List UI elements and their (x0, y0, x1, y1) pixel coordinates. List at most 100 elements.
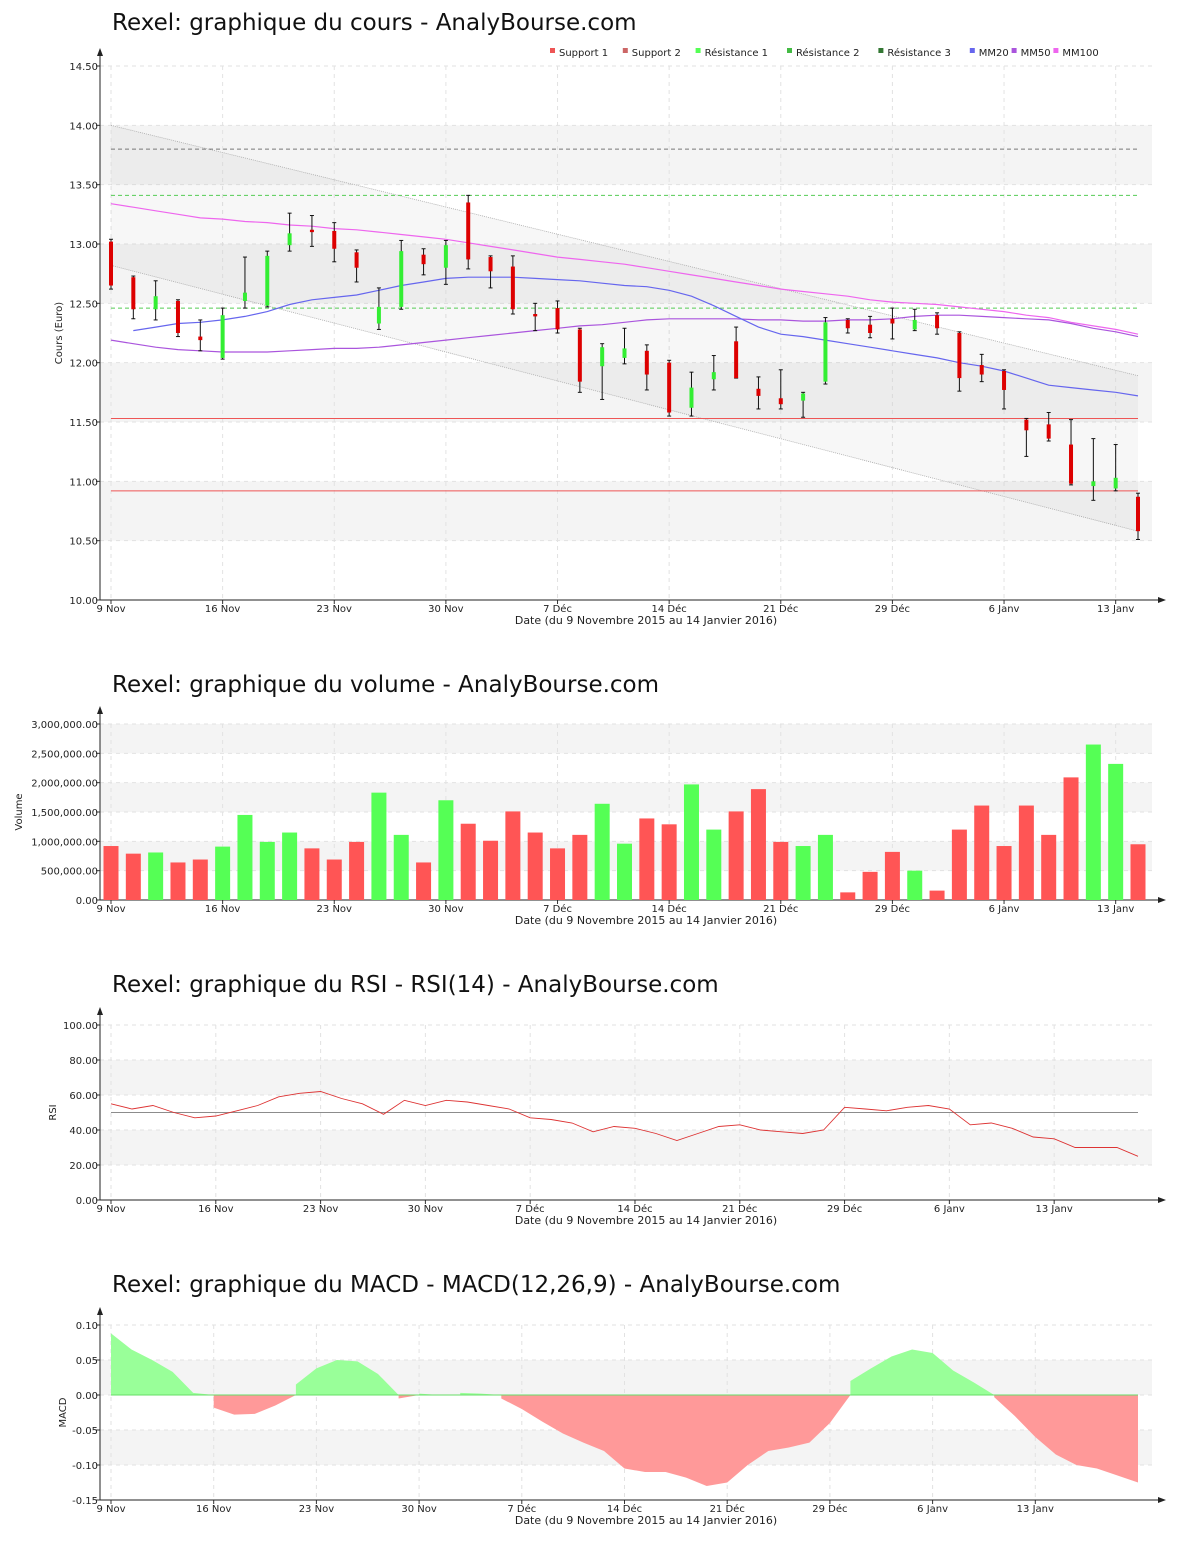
legend-swatch (550, 48, 555, 53)
candle-up (376, 306, 381, 324)
price-xtick-label: 9 Nov (96, 604, 125, 615)
price-ytick-label: 11.50 (69, 418, 98, 429)
legend-label: Résistance 2 (796, 47, 859, 59)
rsi-y-axis-arrow (97, 1007, 103, 1015)
rsi-x-axis-arrow (1158, 1197, 1166, 1203)
rsi-xtick-label: 29 Déc (827, 1203, 862, 1215)
volume-bar-up (371, 792, 387, 900)
candle-down (644, 350, 649, 375)
rsi-band (100, 1060, 1152, 1095)
candle-down (533, 314, 538, 317)
candle-down (131, 277, 136, 310)
macd-xtick-label: 9 Nov (96, 1504, 125, 1515)
rsi-ylabel: RSI (48, 1104, 59, 1120)
macd-negative-area (213, 1395, 1138, 1486)
candle-up (153, 296, 158, 310)
volume-bar-down (1018, 805, 1034, 900)
candle-up (287, 233, 292, 246)
candle-down (309, 229, 314, 233)
volume-bar-up (795, 846, 811, 900)
candle-down (1024, 419, 1029, 431)
price-ytick-label: 13.50 (69, 181, 98, 192)
candle-up (399, 251, 404, 307)
candle-down (667, 362, 672, 413)
candle-down (845, 319, 850, 329)
legend-swatch (1011, 48, 1017, 53)
rsi-ytick-label: 20.00 (69, 1161, 98, 1172)
legend-label: Résistance 3 (887, 47, 950, 59)
price-ytick-label: 10.00 (69, 596, 98, 607)
volume-bar-down (304, 848, 320, 900)
candle-down (868, 324, 873, 333)
volume-xtick-label: 9 Nov (96, 904, 125, 915)
volume-bar-up (237, 814, 253, 900)
candle-down (1069, 444, 1074, 484)
volume-xlabel: Date (du 9 Novembre 2015 au 14 Janvier 2… (515, 914, 777, 927)
volume-bar-down (505, 811, 521, 900)
volume-bar-up (817, 834, 833, 900)
price-ytick-label: 12.00 (69, 359, 98, 370)
rsi-xtick-label: 6 Janv (934, 1204, 965, 1215)
price-ytick-label: 14.00 (69, 121, 98, 132)
volume-bar-up (617, 843, 632, 900)
candle-down (175, 300, 180, 333)
volume-bar-up (594, 803, 610, 900)
volume-xtick-label: 13 Janv (1097, 904, 1134, 915)
macd-xtick-label: 21 Déc (710, 1503, 745, 1515)
volume-y-axis-arrow (97, 706, 103, 714)
volume-bar-down (884, 851, 900, 900)
price-ytick-label: 11.00 (69, 477, 98, 488)
price-xtick-label: 21 Déc (763, 603, 798, 615)
volume-bar-up (148, 852, 164, 900)
candle-up (443, 245, 448, 268)
candle-down (734, 341, 739, 379)
mm20-line (133, 276, 1139, 397)
candle-up (1113, 477, 1118, 489)
volume-bar-down (996, 846, 1012, 900)
volume-chart-title: Rexel: graphique du volume - AnalyBourse… (112, 672, 660, 698)
volume-ytick-label: 0.00 (76, 896, 98, 907)
volume-ytick-label: 2,500,000.00 (31, 749, 98, 760)
candle-down (198, 336, 203, 341)
legend-swatch (695, 48, 701, 53)
volume-bar-up (393, 834, 409, 900)
volume-bar-down (840, 892, 856, 900)
rsi-xtick-label: 14 Déc (617, 1203, 652, 1215)
volume-bar-up (438, 800, 454, 900)
legend-swatch (878, 48, 884, 53)
candle-up (242, 292, 247, 301)
volume-ytick-label: 1,000,000.00 (31, 837, 98, 848)
volume-xtick-label: 21 Déc (763, 903, 798, 915)
rsi-xtick-label: 30 Nov (408, 1204, 444, 1215)
candle-up (912, 319, 917, 330)
volume-bar-down (527, 832, 543, 900)
volume-ylabel: Volume (14, 793, 25, 830)
volume-bar-down (661, 824, 677, 900)
price-band (100, 362, 1152, 422)
price-y-axis-arrow (97, 48, 103, 56)
rsi-xtick-label: 9 Nov (96, 1204, 125, 1215)
candle-down (1046, 424, 1051, 439)
rsi-band (100, 1130, 1152, 1165)
legend-label: Support 2 (632, 48, 681, 59)
candle-up (600, 347, 605, 367)
candle-down (577, 329, 582, 382)
price-ytick-label: 14.50 (69, 62, 98, 73)
volume-xtick-label: 16 Nov (205, 904, 241, 915)
price-xtick-label: 29 Déc (875, 603, 910, 615)
volume-bar-down (125, 853, 141, 900)
rsi-ytick-label: 60.00 (69, 1091, 98, 1102)
candle-down (510, 266, 515, 310)
macd-ytick-label: -0.15 (72, 1496, 98, 1507)
macd-positive-area (111, 1333, 995, 1395)
volume-bar-down (1063, 777, 1079, 900)
candle-up (823, 322, 828, 382)
candle-down (979, 365, 984, 375)
volume-ytick-label: 1,500,000.00 (31, 808, 98, 819)
rsi-xtick-label: 23 Nov (303, 1204, 339, 1215)
volume-bar-down (483, 840, 499, 900)
volume-ytick-label: 500,000.00 (41, 867, 98, 878)
volume-bar-down (170, 862, 186, 900)
trend-lower-line (110, 264, 1139, 532)
price-band (100, 125, 1152, 185)
